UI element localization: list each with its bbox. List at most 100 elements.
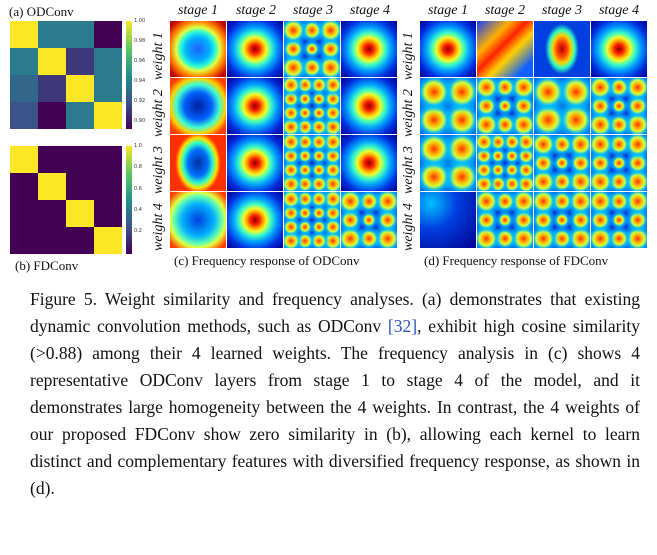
matrix-cell xyxy=(10,200,38,227)
colorbar-tick: 0.96 xyxy=(134,58,146,64)
frequency-response-cell xyxy=(341,78,397,134)
frequency-response-cell xyxy=(534,135,590,191)
matrix-cell xyxy=(10,173,38,200)
d-weight-2: weight 2 xyxy=(401,89,416,137)
colorbar-tick: 0.94 xyxy=(134,78,146,84)
c-weight-4: weight 4 xyxy=(151,203,166,251)
c-stage-4: stage 4 xyxy=(349,3,391,18)
d-weight-1: weight 1 xyxy=(401,32,416,80)
frequency-response-cell xyxy=(170,135,226,191)
d-weight-3: weight 3 xyxy=(401,146,416,194)
frequency-response-cell xyxy=(420,21,476,77)
colorbar-tick: 0.90 xyxy=(134,118,146,124)
colorbar-tick: 1.0 xyxy=(134,143,142,149)
matrix-cell xyxy=(94,146,122,173)
citation-link[interactable]: [32] xyxy=(387,316,418,336)
matrix-cell xyxy=(10,48,38,75)
matrix-cell xyxy=(38,21,66,48)
c-weight-2: weight 2 xyxy=(151,89,166,137)
matrix-cell xyxy=(94,48,122,75)
matrix-cell xyxy=(66,21,94,48)
matrix-cell xyxy=(38,75,66,102)
matrix-cell xyxy=(10,75,38,102)
d-stage-2: stage 2 xyxy=(484,3,526,18)
matrix-cell xyxy=(66,227,94,254)
colorbar-tick: 0.6 xyxy=(134,185,142,192)
fdconv-colorbar xyxy=(126,146,132,254)
matrix-cell xyxy=(66,75,94,102)
matrix-cell xyxy=(38,227,66,254)
frequency-response-cell xyxy=(284,21,340,77)
frequency-response-cell xyxy=(227,21,283,77)
matrix-cell xyxy=(94,227,122,254)
caption-text-2: , exhibit high cosine similarity (>0.88)… xyxy=(30,316,640,498)
matrix-cell xyxy=(38,102,66,129)
matrix-cell xyxy=(10,102,38,129)
frequency-response-cell xyxy=(477,192,533,248)
panel-d-label: (d) Frequency response of FDConv xyxy=(424,253,609,268)
matrix-cell xyxy=(38,146,66,173)
c-weight-1: weight 1 xyxy=(151,32,166,80)
frequency-response-cell xyxy=(591,78,647,134)
matrix-cell xyxy=(66,146,94,173)
frequency-response-cell xyxy=(170,78,226,134)
colorbar-tick: 1.00 xyxy=(134,18,146,24)
matrix-cell xyxy=(66,102,94,129)
d-stage-3: stage 3 xyxy=(541,3,583,18)
matrix-cell xyxy=(10,227,38,254)
frequency-response-cell xyxy=(534,21,590,77)
matrix-cell xyxy=(10,146,38,173)
frequency-response-cell xyxy=(284,192,340,248)
matrix-cell xyxy=(38,200,66,227)
d-stage-1: stage 1 xyxy=(427,3,469,18)
matrix-cell xyxy=(66,48,94,75)
frequency-response-cell xyxy=(170,21,226,77)
frequency-response-cell xyxy=(477,135,533,191)
colorbar-tick: 0.8 xyxy=(134,164,142,171)
frequency-response-cell xyxy=(477,78,533,134)
figure-caption: Figure 5. Weight similarity and frequenc… xyxy=(30,286,640,502)
matrix-cell xyxy=(94,173,122,200)
frequency-response-cell xyxy=(477,21,533,77)
d-stage-4: stage 4 xyxy=(598,3,640,18)
fdconv-similarity-matrix xyxy=(10,146,122,254)
matrix-cell xyxy=(38,173,66,200)
c-stage-1: stage 1 xyxy=(177,3,219,18)
frequency-response-cell xyxy=(284,78,340,134)
c-stage-2: stage 2 xyxy=(235,3,277,18)
matrix-cell xyxy=(66,173,94,200)
d-weight-4: weight 4 xyxy=(401,203,416,251)
panel-a-label: (a) ODConv xyxy=(9,4,74,19)
matrix-cell xyxy=(94,102,122,129)
frequency-response-cell xyxy=(420,78,476,134)
matrix-cell xyxy=(10,21,38,48)
frequency-response-cell xyxy=(227,78,283,134)
colorbar-tick: 0.2 xyxy=(134,228,142,234)
frequency-response-cell xyxy=(591,192,647,248)
panel-c-label: (c) Frequency response of ODConv xyxy=(174,253,360,268)
frequency-response-cell xyxy=(420,192,476,248)
matrix-cell xyxy=(38,48,66,75)
matrix-cell xyxy=(94,200,122,227)
frequency-response-cell xyxy=(284,135,340,191)
colorbar-tick: 0.4 xyxy=(134,206,142,213)
frequency-response-cell xyxy=(534,78,590,134)
matrix-cell xyxy=(94,75,122,102)
colorbar-tick: 0.98 xyxy=(134,38,146,44)
matrix-cell xyxy=(66,200,94,227)
frequency-response-cell xyxy=(591,135,647,191)
frequency-response-cell xyxy=(341,135,397,191)
panel-b-label: (b) FDConv xyxy=(15,258,79,273)
caption-text-1: Figure 5. Weight similarity and frequenc… xyxy=(30,289,640,336)
frequency-response-cell xyxy=(227,135,283,191)
frequency-response-cell xyxy=(170,192,226,248)
frequency-response-cell xyxy=(227,192,283,248)
frequency-response-cell xyxy=(420,135,476,191)
colorbar-tick: 0.92 xyxy=(134,98,146,104)
c-stage-3: stage 3 xyxy=(292,3,334,18)
frequency-response-cell xyxy=(341,21,397,77)
frequency-response-cell xyxy=(591,21,647,77)
frequency-response-cell xyxy=(341,192,397,248)
matrix-cell xyxy=(94,21,122,48)
odconv-colorbar xyxy=(126,21,132,129)
